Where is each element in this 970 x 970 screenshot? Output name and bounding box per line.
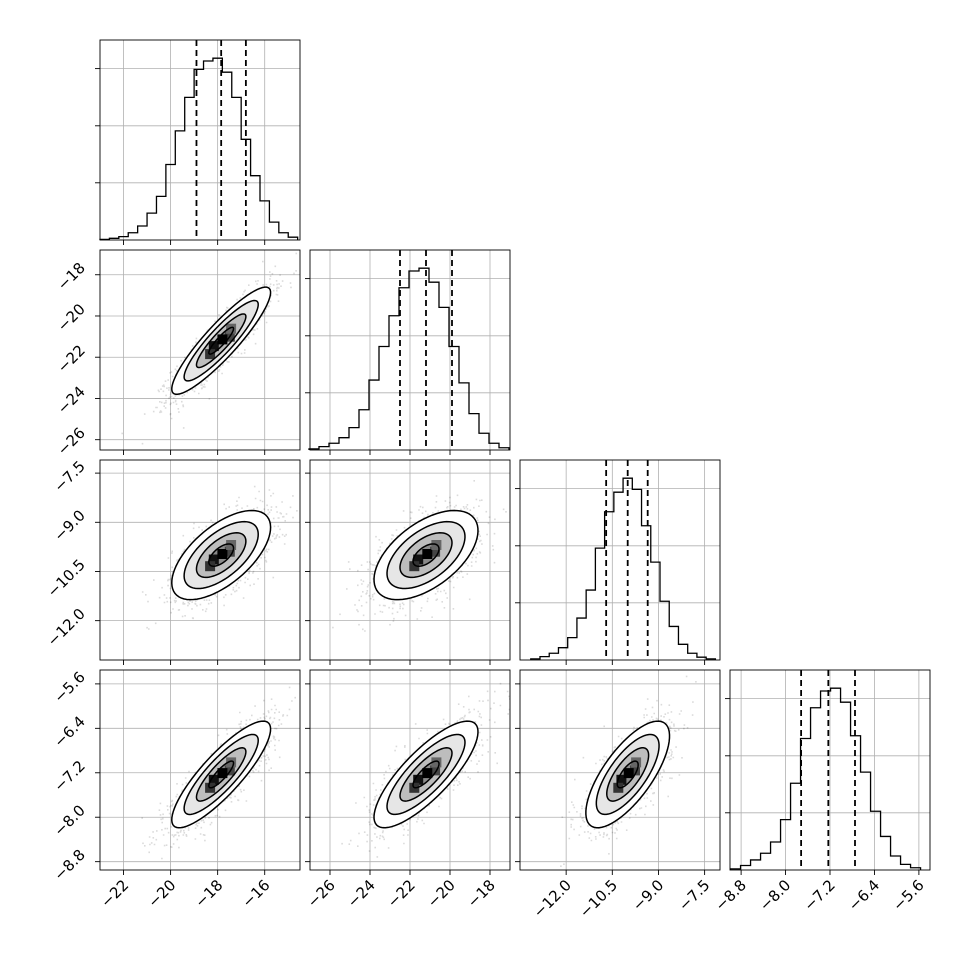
contour-level-2 [183, 299, 259, 382]
axes-frame [99, 39, 301, 241]
density-cell [208, 341, 219, 352]
y-tick-label: −5.6 [50, 668, 88, 706]
x-tick-label: −9.0 [629, 876, 667, 914]
scatter-panel-3-2 [309, 459, 511, 661]
x-tick-label: −8.8 [711, 876, 749, 914]
density-cell [413, 774, 424, 785]
axes-frame [99, 669, 301, 871]
density-cell [409, 561, 420, 572]
x-tick-label: −18 [191, 876, 226, 911]
x-tick-label: −7.5 [675, 876, 713, 914]
histogram-panel-2 [305, 249, 511, 451]
density-cell [226, 323, 237, 334]
axes-frame [99, 249, 301, 451]
y-tick-label: −20 [54, 300, 89, 335]
contour-level-4 [208, 760, 235, 789]
histogram-panel-1 [95, 39, 301, 241]
contour-level-3 [195, 747, 247, 802]
contour-level-4 [412, 543, 440, 567]
scatter-panel-4-2 [309, 669, 511, 871]
y-tick-label: −10.5 [44, 556, 89, 601]
contour-level-4 [208, 543, 235, 567]
x-tick-label: −6.4 [845, 876, 883, 914]
x-tick-label: −10.5 [576, 876, 621, 921]
contour-level-4 [412, 760, 440, 789]
y-tick-label: −7.2 [50, 757, 88, 795]
x-tick-label: −8.0 [756, 876, 794, 914]
density-cell [631, 757, 642, 768]
density-cell [413, 554, 424, 565]
histogram-series [308, 267, 510, 450]
density-cell [217, 549, 228, 559]
histogram-panel-4 [725, 669, 931, 871]
density-cell [217, 768, 228, 779]
contour-level-3 [399, 532, 453, 579]
density-cell [422, 768, 433, 779]
x-tick-label: −18 [464, 876, 499, 911]
contour-level-1 [373, 720, 479, 829]
contour-level-1 [171, 509, 272, 601]
histogram-panel-3 [515, 459, 721, 661]
contour-level-2 [386, 733, 466, 816]
density-cell [224, 546, 235, 557]
density-cell [208, 554, 219, 565]
x-tick-label: −24 [344, 876, 379, 911]
x-tick-label: −12.0 [530, 876, 575, 921]
y-tick-label: −12.0 [44, 605, 89, 650]
axes-frame [519, 459, 721, 661]
histogram-series [99, 57, 299, 241]
histogram-series [530, 477, 717, 660]
density-cell [226, 757, 237, 768]
y-tick-label: −8.8 [50, 846, 88, 884]
contour-level-1 [373, 509, 479, 601]
y-tick-label: −18 [54, 259, 89, 294]
contour-level-3 [399, 747, 453, 802]
axes-frame [519, 669, 721, 871]
contour-level-3 [195, 532, 247, 579]
y-tick-label: −22 [54, 341, 89, 376]
x-tick-label: −5.6 [889, 876, 927, 914]
density-cell [616, 774, 627, 785]
contour-level-3 [606, 747, 650, 802]
density-cell [217, 334, 228, 345]
density-cell [208, 774, 219, 785]
y-tick-label: −9.0 [50, 506, 88, 544]
contour-level-1 [585, 720, 671, 829]
x-tick-label: −16 [238, 876, 273, 911]
y-tick-label: −8.0 [50, 801, 88, 839]
y-tick-label: −26 [54, 424, 89, 459]
x-tick-label: −7.2 [800, 876, 838, 914]
contour-level-4 [616, 760, 639, 789]
density-cell [422, 549, 433, 559]
x-tick-label: −20 [144, 876, 179, 911]
contour-level-4 [208, 326, 235, 355]
x-tick-label: −26 [304, 876, 339, 911]
density-cell [623, 768, 634, 779]
density-cell [430, 765, 441, 776]
x-tick-label: −20 [424, 876, 459, 911]
contour-level-2 [386, 520, 466, 590]
contour-level-3 [195, 313, 247, 369]
y-tick-label: −6.4 [50, 712, 88, 750]
contour-level-1 [171, 286, 272, 396]
y-tick-label: −7.5 [50, 457, 88, 495]
contour-level-1 [171, 720, 272, 829]
axes-frame [99, 459, 301, 661]
density-cell [431, 757, 442, 768]
x-tick-label: −22 [384, 876, 419, 911]
density-cell [630, 765, 640, 776]
density-cell [430, 546, 441, 557]
y-tick-label: −24 [54, 383, 89, 418]
scatter-panel-2-1 [99, 249, 301, 451]
scatter-panel-4-3 [519, 669, 721, 871]
scatter-panel-4-1 [99, 669, 301, 871]
density-cell [205, 561, 216, 572]
scatter-panel-3-1 [99, 459, 301, 661]
histogram-series [729, 687, 922, 870]
contour-level-2 [183, 520, 259, 590]
x-tick-label: −22 [97, 876, 132, 911]
contour-level-2 [595, 733, 660, 816]
contour-level-2 [183, 733, 259, 816]
